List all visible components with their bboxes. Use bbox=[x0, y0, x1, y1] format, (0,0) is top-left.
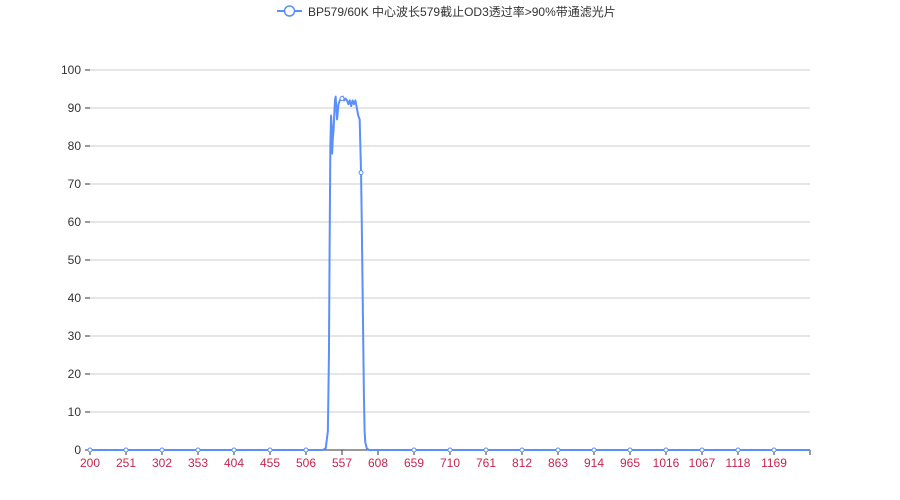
data-point-marker[interactable] bbox=[555, 447, 561, 453]
x-tick-label: 761 bbox=[476, 456, 496, 470]
data-point-marker[interactable] bbox=[267, 447, 273, 453]
y-tick-label: 90 bbox=[68, 101, 82, 115]
legend-marker-swatch bbox=[283, 5, 296, 17]
x-tick-label: 659 bbox=[404, 456, 424, 470]
legend[interactable]: BP579/60K 中心波长579截止OD3透过率>90%带通滤光片 bbox=[277, 4, 616, 19]
x-tick-label: 1118 bbox=[726, 456, 751, 470]
data-point-marker[interactable] bbox=[159, 447, 165, 453]
y-tick-label: 70 bbox=[68, 177, 82, 191]
x-tick-label: 1067 bbox=[689, 456, 716, 470]
y-tick-label: 0 bbox=[74, 443, 81, 457]
data-point-marker[interactable] bbox=[303, 447, 309, 453]
data-point-marker[interactable] bbox=[195, 447, 201, 453]
data-point-marker[interactable] bbox=[123, 447, 129, 453]
x-tick-label: 200 bbox=[80, 456, 100, 470]
x-tick-label: 608 bbox=[368, 456, 388, 470]
data-point-marker[interactable] bbox=[231, 447, 237, 453]
data-point-marker[interactable] bbox=[447, 447, 453, 453]
data-point-marker[interactable] bbox=[663, 447, 669, 453]
y-tick-label: 30 bbox=[68, 329, 82, 343]
x-tick-label: 812 bbox=[512, 456, 532, 470]
x-tick-label: 455 bbox=[260, 456, 280, 470]
data-point-marker[interactable] bbox=[519, 447, 525, 453]
data-point-marker[interactable] bbox=[699, 447, 705, 453]
y-tick-label: 80 bbox=[68, 139, 82, 153]
x-tick-label: 914 bbox=[584, 456, 604, 470]
data-point-marker[interactable] bbox=[358, 170, 364, 176]
x-tick-label: 404 bbox=[224, 456, 244, 470]
y-tick-label: 40 bbox=[68, 291, 82, 305]
x-tick-label: 302 bbox=[152, 456, 172, 470]
grid-layer bbox=[90, 69, 810, 413]
data-point-marker[interactable] bbox=[339, 96, 345, 101]
data-point-marker[interactable] bbox=[735, 447, 741, 453]
y-tick-label: 20 bbox=[68, 367, 82, 381]
x-tick-label: 965 bbox=[620, 456, 640, 470]
y-tick-label: 10 bbox=[68, 405, 82, 419]
y-tick-label: 60 bbox=[68, 215, 82, 229]
legend-label: BP579/60K 中心波长579截止OD3透过率>90%带通滤光片 bbox=[308, 4, 616, 19]
data-point-marker[interactable] bbox=[771, 447, 777, 453]
series-line-0[interactable] bbox=[90, 95, 810, 451]
y-tick-label: 50 bbox=[68, 253, 82, 267]
data-point-marker[interactable] bbox=[591, 447, 597, 453]
x-tick-label: 557 bbox=[332, 456, 352, 470]
x-tick-label: 1016 bbox=[653, 456, 680, 470]
x-tick-label: 710 bbox=[440, 456, 460, 470]
x-tick-label: 1169 bbox=[761, 456, 787, 470]
x-tick-label: 353 bbox=[188, 456, 208, 470]
axis-layer: 0 10 20 30 40 50 60 70 80 90 100 200 251 302 353 404 455… bbox=[61, 63, 811, 470]
data-point-marker[interactable] bbox=[627, 447, 633, 453]
series-layer bbox=[87, 95, 810, 453]
data-point-marker[interactable] bbox=[483, 447, 489, 453]
x-tick-label: 506 bbox=[296, 456, 316, 470]
x-tick-label: 863 bbox=[548, 456, 568, 470]
data-point-marker[interactable] bbox=[87, 447, 93, 453]
data-point-marker[interactable] bbox=[411, 447, 417, 453]
y-tick-label: 100 bbox=[61, 63, 81, 77]
x-tick-label: 251 bbox=[116, 456, 136, 470]
